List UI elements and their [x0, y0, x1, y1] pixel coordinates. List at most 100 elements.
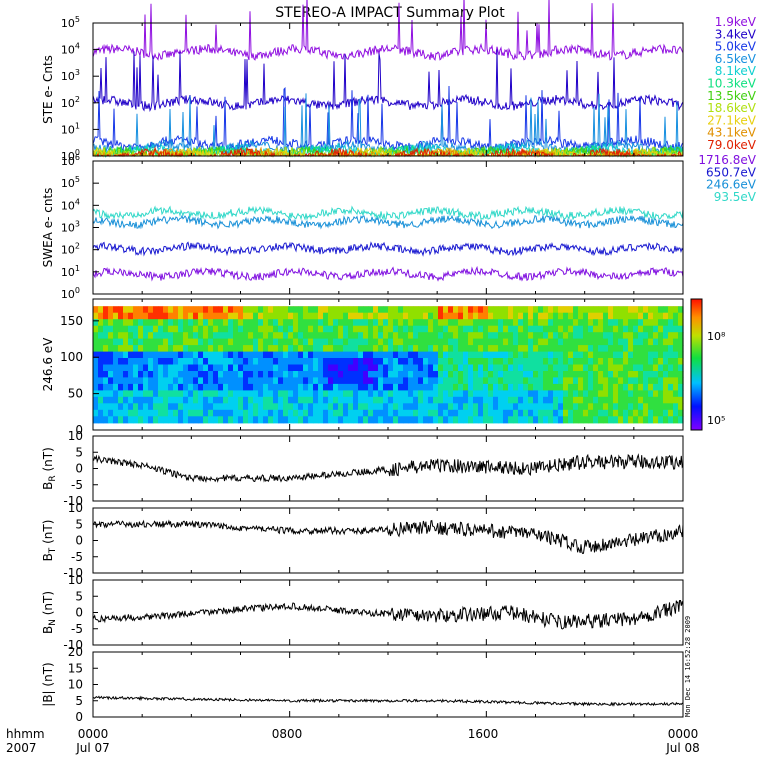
heatmap-cell: [558, 338, 564, 346]
heatmap-cell: [593, 345, 599, 353]
heatmap-cell: [268, 390, 274, 398]
heatmap-cell: [228, 351, 234, 359]
heatmap-cell: [173, 306, 179, 314]
heatmap-cell: [523, 325, 529, 333]
heatmap-cell: [453, 306, 459, 314]
heatmap-cell: [263, 332, 269, 340]
heatmap-cell: [418, 325, 424, 333]
heatmap-cell: [423, 358, 429, 366]
heatmap-cell: [333, 416, 339, 424]
heatmap-cell: [418, 319, 424, 327]
heatmap-cell: [503, 345, 509, 353]
heatmap-cell: [343, 371, 349, 379]
heatmap-cell: [103, 371, 109, 379]
heatmap-cell: [333, 358, 339, 366]
heatmap-cell: [208, 351, 214, 359]
heatmap-cell: [278, 377, 284, 385]
heatmap-cell: [623, 396, 629, 404]
heatmap-cell: [563, 351, 569, 359]
heatmap-cell: [663, 345, 669, 353]
heatmap-cell: [393, 371, 399, 379]
heatmap-cell: [103, 332, 109, 340]
heatmap-cell: [448, 312, 454, 320]
heatmap-cell: [373, 338, 379, 346]
heatmap-cell: [578, 371, 584, 379]
heatmap-cell: [438, 409, 444, 417]
heatmap-cell: [298, 312, 304, 320]
heatmap-cell: [183, 390, 189, 398]
heatmap-cell: [133, 396, 139, 404]
legend-entry-6.5keV: 6.5keV: [715, 52, 757, 66]
heatmap-cell: [558, 312, 564, 320]
heatmap-cell: [633, 371, 639, 379]
heatmap-cell: [523, 409, 529, 417]
heatmap-cell: [528, 383, 534, 391]
heatmap-cell: [618, 332, 624, 340]
heatmap-cell: [633, 312, 639, 320]
heatmap-cell: [663, 332, 669, 340]
ytick-label: 0: [75, 534, 83, 548]
footer-tick-2: 1600: [468, 727, 499, 741]
heatmap-cell: [528, 345, 534, 353]
heatmap-cell: [648, 377, 654, 385]
heatmap-cell: [458, 319, 464, 327]
heatmap-cell: [98, 358, 104, 366]
heatmap-cell: [143, 345, 149, 353]
heatmap-cell: [518, 332, 524, 340]
heatmap-cell: [678, 403, 684, 411]
heatmap-cell: [493, 396, 499, 404]
heatmap-cell: [603, 390, 609, 398]
heatmap-cell: [403, 409, 409, 417]
heatmap-cell: [153, 371, 159, 379]
heatmap-cell: [673, 364, 679, 372]
heatmap-cell: [383, 351, 389, 359]
heatmap-cell: [323, 403, 329, 411]
heatmap-cell: [268, 416, 274, 424]
heatmap-cell: [338, 396, 344, 404]
heatmap-cell: [358, 351, 364, 359]
heatmap-cell: [428, 312, 434, 320]
heatmap-cell: [548, 396, 554, 404]
heatmap-cell: [233, 416, 239, 424]
series-line-246.6eV: [92, 214, 684, 230]
heatmap-cell: [348, 306, 354, 314]
heatmap-cell: [228, 377, 234, 385]
heatmap-cell: [383, 306, 389, 314]
heatmap-cell: [318, 338, 324, 346]
heatmap-cell: [258, 325, 264, 333]
heatmap-cell: [103, 312, 109, 320]
heatmap-cell: [433, 358, 439, 366]
heatmap-cell: [573, 396, 579, 404]
heatmap-cell: [658, 351, 664, 359]
heatmap-cell: [503, 332, 509, 340]
heatmap-cell: [303, 358, 309, 366]
heatmap-cell: [153, 319, 159, 327]
heatmap-cell: [293, 332, 299, 340]
heatmap-cell: [363, 390, 369, 398]
heatmap-cell: [268, 345, 274, 353]
heatmap-cell: [543, 325, 549, 333]
heatmap-cell: [233, 351, 239, 359]
heatmap-cell: [538, 383, 544, 391]
heatmap-cell: [673, 306, 679, 314]
heatmap-cell: [363, 403, 369, 411]
heatmap-cell: [378, 403, 384, 411]
heatmap-cell: [418, 306, 424, 314]
heatmap-cell: [408, 345, 414, 353]
heatmap-cell: [673, 351, 679, 359]
heatmap-cell: [433, 403, 439, 411]
heatmap-cell: [128, 325, 134, 333]
heatmap-cell: [483, 345, 489, 353]
heatmap-cell: [243, 416, 249, 424]
heatmap-cell: [423, 409, 429, 417]
heatmap-cell: [568, 383, 574, 391]
heatmap-cell: [213, 358, 219, 366]
heatmap-cell: [273, 416, 279, 424]
heatmap-cell: [198, 306, 204, 314]
heatmap-cell: [188, 377, 194, 385]
heatmap-cell: [648, 351, 654, 359]
heatmap-cell: [148, 416, 154, 424]
heatmap-cell: [408, 416, 414, 424]
heatmap-cell: [303, 312, 309, 320]
heatmap-cell: [163, 396, 169, 404]
